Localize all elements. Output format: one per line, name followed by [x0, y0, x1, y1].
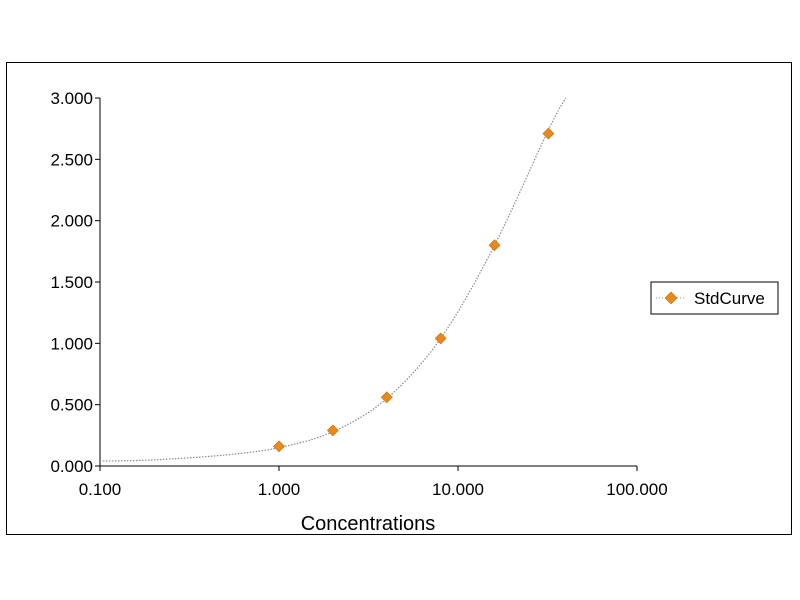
data-point	[488, 239, 501, 252]
y-axis-ticks: 0.000 0.500 1.000 1.500 2.000 2.500 3.000	[50, 89, 100, 476]
y-tick-label: 0.500	[50, 396, 93, 415]
legend-diamond-marker	[664, 291, 678, 305]
y-tick-label: 0.000	[50, 457, 93, 476]
y-tick-label: 1.000	[50, 334, 93, 353]
y-tick-label: 3.000	[50, 89, 93, 108]
x-tick-label: 1.000	[258, 480, 301, 499]
y-tick-label: 1.500	[50, 273, 93, 292]
data-point	[542, 127, 555, 140]
legend: StdCurve	[650, 281, 779, 315]
x-axis-title: Concentrations	[301, 513, 436, 535]
data-point	[326, 424, 339, 437]
data-points	[273, 127, 555, 453]
data-point	[434, 332, 447, 345]
axes	[99, 98, 637, 467]
data-point	[273, 440, 285, 453]
legend-label-stdcurve: StdCurve	[694, 289, 765, 308]
y-tick-label: 2.000	[50, 212, 93, 231]
data-point	[380, 391, 393, 404]
chart-frame	[6, 62, 792, 535]
x-axis-ticks: 0.100 1.000 10.000 100.000	[79, 466, 668, 499]
fit-curve	[99, 97, 567, 462]
x-tick-label: 100.000	[606, 480, 667, 499]
x-tick-label: 0.100	[79, 480, 122, 499]
y-tick-label: 2.500	[50, 150, 93, 169]
x-tick-label: 10.000	[432, 480, 484, 499]
